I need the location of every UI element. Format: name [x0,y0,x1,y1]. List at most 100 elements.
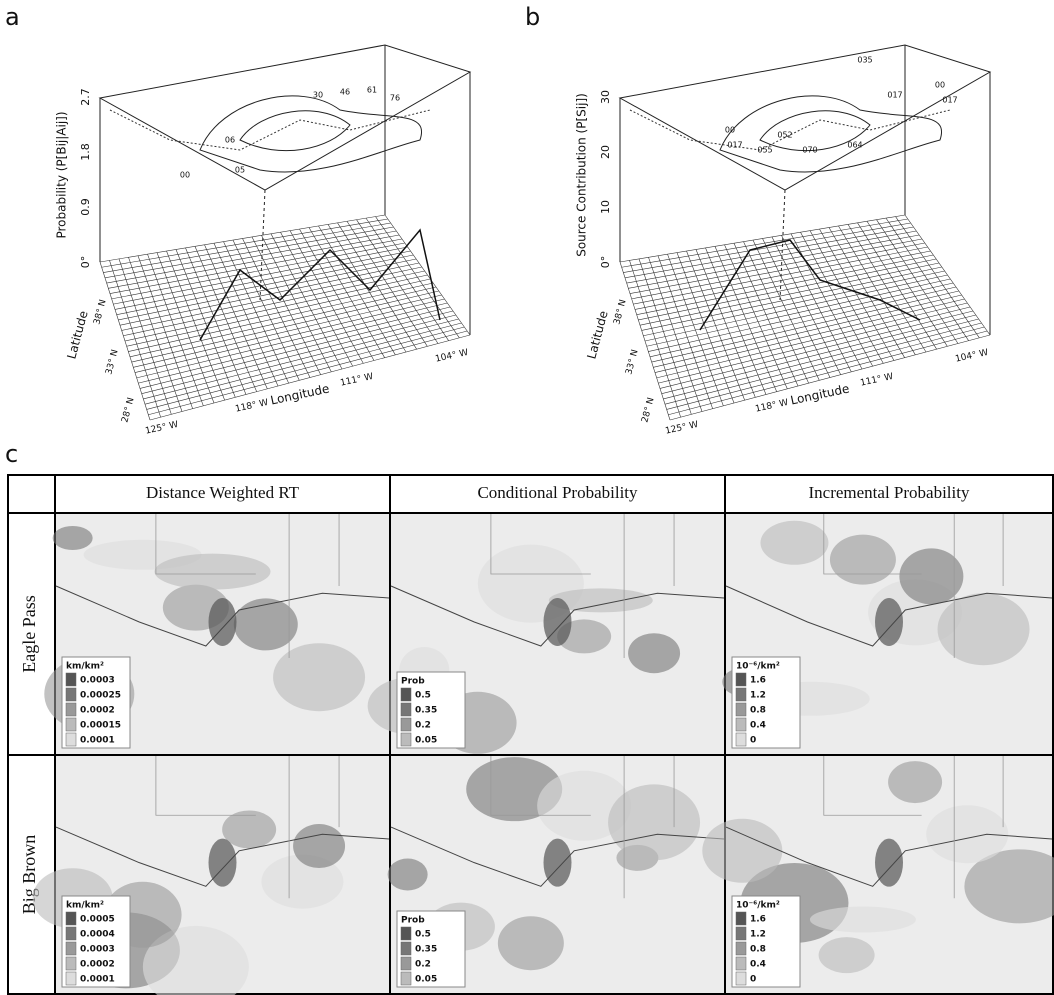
mesh-line [148,331,467,415]
contour-label: 76 [390,94,400,103]
legend-item: 0.4 [750,960,766,970]
legend: Prob0.50.350.20.05 [397,911,465,987]
lat-tick-label: 33° N [104,348,120,375]
contour-label: 055 [757,146,772,155]
figure: a0°0.91.82.7Probability (P[Bij|Aij])28° … [0,0,1054,995]
contour [240,111,350,151]
legend-swatch [736,957,746,970]
mesh-line [138,307,450,383]
map-shading [830,535,896,585]
legend-swatch [736,733,746,746]
legend-item: 0.2 [415,721,431,731]
map-cell: Prob0.50.350.20.05 [368,514,724,754]
legend-swatch [66,688,76,701]
contour-label: 05 [235,166,245,175]
map-shading [938,593,1030,665]
lat-tick-label: 28° N [120,396,136,423]
legend-title: 10⁻⁶/km² [736,901,780,911]
legend: km/km²0.00030.000250.00020.000150.0001 [62,657,130,748]
contour-label: 61 [367,86,377,95]
legend-swatch [66,703,76,716]
legend-item: 0.00015 [80,721,121,731]
legend-item: 1.2 [750,930,766,940]
panel-b: b0°102030Source Contribution (P[Sij])28°… [525,3,990,437]
z-tick-label: 0° [599,256,612,269]
lon-tick-label: 111° W [339,372,374,389]
map-shading [810,907,916,933]
legend-swatch [66,673,76,686]
legend-item: 0.0002 [80,960,115,970]
legend-title: Prob [401,677,425,687]
lon-label: Longitude [269,381,330,407]
map-shading [760,521,828,565]
column-header: Conditional Probability [477,483,638,502]
map-shading [888,761,942,803]
mesh-line [858,223,937,349]
column-header: Incremental Probability [809,483,970,502]
lon-tick-label: 125° W [144,420,179,437]
legend-item: 0.0005 [80,915,115,925]
contour-label: 064 [847,141,862,150]
contour-label: 035 [857,56,872,65]
z-tick-label: 10 [599,200,612,214]
lon-tick-label: 104° W [434,348,469,365]
legend-swatch [401,972,411,985]
lat-tick-label: 38° N [612,298,628,325]
lon-tick-label: 118° W [754,398,789,415]
legend-title: Prob [401,916,425,926]
legend-swatch [736,703,746,716]
legend-item: 0.0002 [80,706,115,716]
lon-label: Longitude [789,381,850,407]
legend-swatch [66,927,76,940]
map-shading [926,805,1008,863]
panel-label: c [5,440,18,468]
mesh-line [319,226,396,355]
legend-swatch [401,927,411,940]
contour-label: 00 [180,171,190,180]
contour-label: 00 [935,81,945,90]
mesh-line [271,234,342,369]
legend-item: 0.0001 [80,736,115,746]
contour-label: 017 [887,91,902,100]
legend-title: km/km² [66,901,104,911]
legend-item: 0.0004 [80,930,115,940]
z-tick-label: 30 [599,90,612,104]
legend-swatch [736,718,746,731]
legend-swatch [736,927,746,940]
z-tick-label: 0° [79,256,92,269]
legend-title: km/km² [66,662,104,672]
legend-swatch [736,688,746,701]
map-shading [899,548,963,604]
map-shading [234,598,298,650]
lon-tick-label: 125° W [664,420,699,437]
mesh-line [829,228,905,358]
legend-swatch [736,972,746,985]
legend-swatch [66,957,76,970]
contour-label: 00 [725,126,735,135]
legend-swatch [401,733,411,746]
lat-tick-label: 28° N [640,396,656,423]
contour-label: 30 [313,91,323,100]
legend-swatch [401,703,411,716]
map-shading [273,643,365,711]
row-header: Eagle Pass [19,595,39,672]
legend-item: 0.0003 [80,945,115,955]
lon-tick-label: 104° W [954,348,989,365]
lat-label: Latitude [584,309,610,360]
contour-label: 06 [225,136,235,145]
legend-swatch [66,733,76,746]
mesh-line [150,335,470,420]
lon-tick-label: 111° W [859,372,894,389]
mesh-line [791,234,862,369]
z-tick-label: 2.7 [79,88,92,106]
contour-plane [100,45,470,190]
legend-item: 0.35 [415,945,437,955]
legend-item: 0 [750,736,756,746]
legend-swatch [401,718,411,731]
legend-item: 0 [750,975,756,985]
legend: 10⁻⁶/km²1.61.20.80.40 [732,657,800,748]
